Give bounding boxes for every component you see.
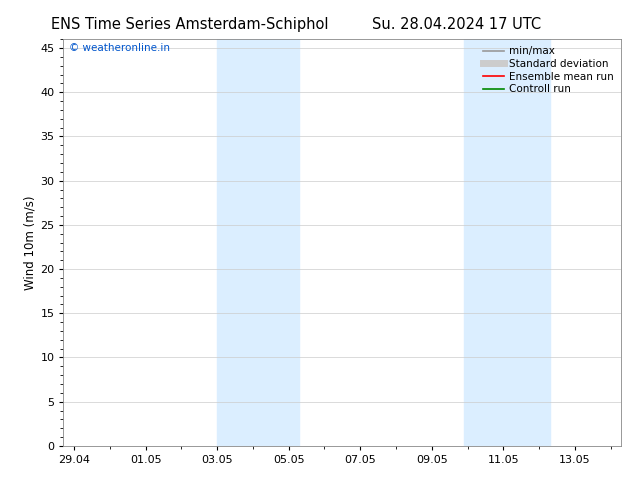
Text: © weatheronline.in: © weatheronline.in [69, 43, 170, 53]
Bar [217, 39, 299, 446]
Bar [464, 39, 550, 446]
Text: Su. 28.04.2024 17 UTC: Su. 28.04.2024 17 UTC [372, 17, 541, 32]
Y-axis label: Wind 10m (m/s): Wind 10m (m/s) [23, 196, 36, 290]
Legend: min/max, Standard deviation, Ensemble mean run, Controll run: min/max, Standard deviation, Ensemble me… [481, 45, 616, 97]
Text: ENS Time Series Amsterdam-Schiphol: ENS Time Series Amsterdam-Schiphol [51, 17, 329, 32]
